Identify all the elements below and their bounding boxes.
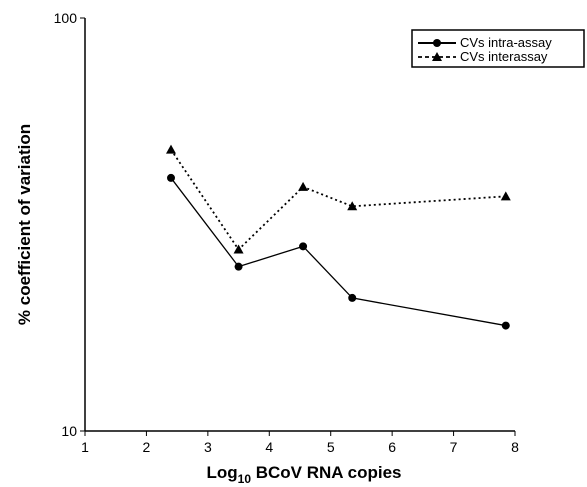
x-axis-title: Log10 BCoV RNA copies xyxy=(206,463,401,486)
data-point-triangle xyxy=(500,191,511,201)
x-axis: 1 2 3 4 5 6 7 8 xyxy=(81,430,519,455)
data-point-triangle xyxy=(347,201,358,211)
y-axis-title: % coefficient of variation xyxy=(15,124,34,325)
x-tick-label: 2 xyxy=(143,439,151,455)
x-tick-label: 3 xyxy=(204,439,212,455)
x-axis-title-subscript: 10 xyxy=(238,472,252,486)
legend-label: CVs intra-assay xyxy=(460,35,552,50)
data-point-circle xyxy=(348,293,357,302)
legend-marker-triangle xyxy=(432,52,442,61)
x-tick-label: 5 xyxy=(327,439,335,455)
legend-marker-circle xyxy=(433,39,441,47)
x-axis-title-rest: BCoV RNA copies xyxy=(251,463,402,482)
x-axis-ticks: 1 2 3 4 5 6 7 8 xyxy=(81,431,519,455)
x-tick-label: 1 xyxy=(81,439,89,455)
series-line xyxy=(170,149,506,251)
data-point-circle xyxy=(299,242,308,251)
y-tick-label: 10 xyxy=(61,423,77,439)
series-intra-assay xyxy=(167,173,510,330)
series-interassay xyxy=(166,144,511,254)
data-point-triangle xyxy=(233,244,244,254)
data-point-triangle xyxy=(298,181,309,191)
x-tick-label: 6 xyxy=(388,439,396,455)
x-tick-label: 8 xyxy=(511,439,519,455)
x-tick-label: 7 xyxy=(450,439,458,455)
data-point-triangle xyxy=(166,144,176,154)
data-point-circle xyxy=(501,321,510,330)
plot-series xyxy=(166,144,511,330)
y-tick-label: 100 xyxy=(54,10,78,26)
legend-label: CVs interassay xyxy=(460,49,548,64)
x-axis-title-log: Log xyxy=(206,463,237,482)
y-axis: 100 10 xyxy=(54,10,86,439)
data-point-circle xyxy=(167,173,175,182)
x-tick-label: 4 xyxy=(265,439,273,455)
data-point-circle xyxy=(234,262,243,271)
